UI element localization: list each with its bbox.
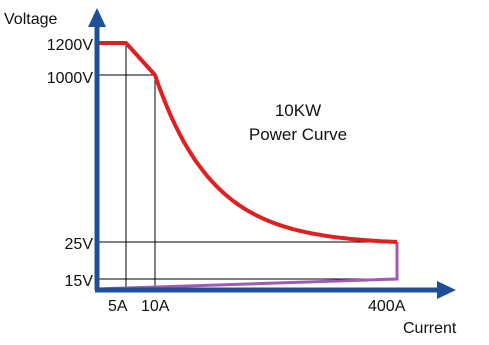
x-tick-labels: 5A 10A 400A — [108, 298, 406, 315]
axis-labels: Voltage Current 10KW Power Curve — [4, 11, 457, 337]
y-tick-label: 15V — [65, 273, 94, 290]
y-axis-label: Voltage — [4, 11, 57, 28]
x-tick-label: 400A — [368, 298, 406, 315]
guide-lines — [97, 43, 397, 290]
axes — [88, 8, 456, 299]
chart-subtitle: Power Curve — [249, 125, 347, 144]
min-voltage-line — [96, 242, 399, 291]
power-curve-series — [96, 41, 399, 291]
y-tick-label: 1000V — [47, 70, 94, 87]
y-tick-labels: 1200V 1000V 25V 15V — [47, 37, 94, 290]
y-axis-arrow — [88, 8, 106, 27]
x-tick-label: 5A — [108, 298, 128, 315]
chart-title: 10KW — [275, 101, 321, 120]
y-tick-label: 25V — [65, 236, 94, 253]
x-tick-label: 10A — [141, 298, 170, 315]
x-axis-label: Current — [403, 320, 457, 337]
power-curve-line — [97, 41, 398, 244]
x-axis-arrow — [437, 281, 456, 299]
y-tick-label: 1200V — [47, 37, 94, 54]
